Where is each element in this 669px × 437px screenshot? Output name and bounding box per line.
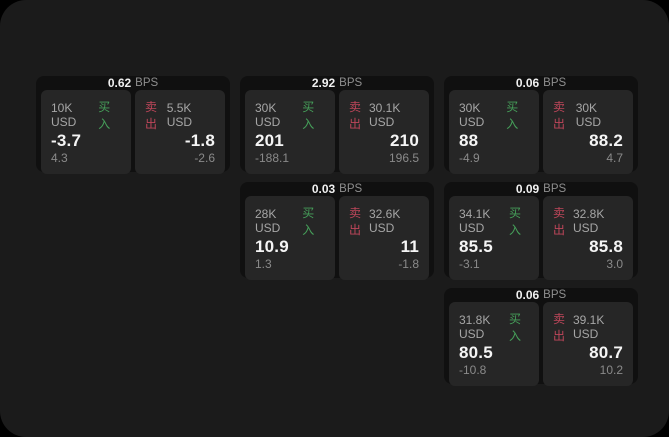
quote-card-body: 34.1K USD 买入 85.5 -3.1 卖出 32.8K USD 85.8… <box>444 196 638 285</box>
sell-tag: 卖出 <box>553 206 566 237</box>
buy-price: 10.9 <box>255 237 289 256</box>
bps-value: 0.06 <box>515 76 540 90</box>
sell-amount: 30K USD <box>575 101 602 129</box>
sell-tag: 卖出 <box>145 100 158 131</box>
quote-card-body: 30K USD 买入 201 -188.1 卖出 30.1K USD 210 1… <box>240 90 434 179</box>
buy-delta: -10.8 <box>459 362 487 377</box>
buy-panel[interactable]: 34.1K USD 买入 85.5 -3.1 <box>449 196 539 280</box>
sell-delta: 10.2 <box>599 362 623 377</box>
bps-header: 0.06 BPS <box>444 76 638 90</box>
sell-amount: 39.1K USD <box>573 313 605 341</box>
sell-tag: 卖出 <box>553 100 566 131</box>
buy-amount: 10K USD <box>51 101 77 129</box>
buy-delta: -3.1 <box>459 256 480 271</box>
bps-value: 0.62 <box>107 76 132 90</box>
quote-card: 0.06 BPS 30K USD 买入 88 -4.9 卖出 30K USD <box>444 76 638 174</box>
sell-delta: 196.5 <box>388 150 419 165</box>
bps-header: 0.06 BPS <box>444 288 638 302</box>
buy-price: 201 <box>255 131 284 150</box>
buy-tag: 买入 <box>509 206 522 237</box>
sell-amount: 32.8K USD <box>573 207 605 235</box>
buy-delta: 1.3 <box>255 256 272 271</box>
buy-amount: 30K USD <box>459 101 485 129</box>
buy-amount: 31.8K USD <box>459 313 491 341</box>
sell-price: -1.8 <box>184 131 215 150</box>
buy-panel[interactable]: 28K USD 买入 10.9 1.3 <box>245 196 335 280</box>
sell-amount: 30.1K USD <box>369 101 401 129</box>
quote-card: 0.09 BPS 34.1K USD 买入 85.5 -3.1 卖出 32.8K… <box>444 182 638 280</box>
sell-delta: 3.0 <box>606 256 623 271</box>
bps-unit: BPS <box>339 77 363 89</box>
sell-price: 210 <box>390 131 419 150</box>
bps-header: 0.09 BPS <box>444 182 638 196</box>
buy-price: 88 <box>459 131 479 150</box>
bps-header: 2.92 BPS <box>240 76 434 90</box>
buy-panel[interactable]: 31.8K USD 买入 80.5 -10.8 <box>449 302 539 386</box>
sell-panel[interactable]: 卖出 32.8K USD 85.8 3.0 <box>543 196 633 280</box>
buy-delta: -188.1 <box>255 150 290 165</box>
sell-amount: 5.5K USD <box>166 101 193 129</box>
bps-value: 2.92 <box>311 76 336 90</box>
quote-card-body: 30K USD 买入 88 -4.9 卖出 30K USD 88.2 4.7 <box>444 90 638 179</box>
bps-value: 0.09 <box>515 182 540 196</box>
sell-amount: 32.6K USD <box>369 207 401 235</box>
sell-tag: 卖出 <box>553 312 566 343</box>
buy-delta: -4.9 <box>459 150 480 165</box>
sell-tag: 卖出 <box>349 206 362 237</box>
buy-price: 80.5 <box>459 343 493 362</box>
quote-card: 2.92 BPS 30K USD 买入 201 -188.1 卖出 30.1K … <box>240 76 434 174</box>
sell-price: 85.8 <box>589 237 623 256</box>
quote-card: 0.62 BPS 10K USD 买入 -3.7 4.3 卖出 5.5K USD <box>36 76 230 174</box>
quote-cards-grid: 0.62 BPS 10K USD 买入 -3.7 4.3 卖出 5.5K USD <box>36 76 638 386</box>
buy-price: -3.7 <box>51 131 82 150</box>
bps-header: 0.62 BPS <box>36 76 230 90</box>
buy-tag: 买入 <box>302 206 315 237</box>
quote-card: 0.03 BPS 28K USD 买入 10.9 1.3 卖出 32.6K US… <box>240 182 434 280</box>
sell-panel[interactable]: 卖出 32.6K USD 11 -1.8 <box>339 196 429 280</box>
buy-panel[interactable]: 30K USD 买入 201 -188.1 <box>245 90 335 174</box>
buy-panel[interactable]: 10K USD 买入 -3.7 4.3 <box>41 90 131 174</box>
bps-unit: BPS <box>543 77 567 89</box>
quote-card: 0.06 BPS 31.8K USD 买入 80.5 -10.8 卖出 39.1… <box>444 288 638 386</box>
sell-price: 11 <box>400 237 419 256</box>
bps-header: 0.03 BPS <box>240 182 434 196</box>
quote-card-body: 10K USD 买入 -3.7 4.3 卖出 5.5K USD -1.8 -2.… <box>36 90 230 179</box>
bps-value: 0.03 <box>311 182 336 196</box>
sell-price: 88.2 <box>589 131 623 150</box>
bps-unit: BPS <box>135 77 159 89</box>
buy-amount: 28K USD <box>255 207 281 235</box>
buy-tag: 买入 <box>509 312 522 343</box>
buy-panel[interactable]: 30K USD 买入 88 -4.9 <box>449 90 539 174</box>
quote-card-body: 28K USD 买入 10.9 1.3 卖出 32.6K USD 11 -1.8 <box>240 196 434 285</box>
sell-panel[interactable]: 卖出 5.5K USD -1.8 -2.6 <box>135 90 225 174</box>
sell-delta: 4.7 <box>606 150 623 165</box>
quote-card-body: 31.8K USD 买入 80.5 -10.8 卖出 39.1K USD 80.… <box>444 302 638 391</box>
buy-tag: 买入 <box>302 100 315 131</box>
bps-unit: BPS <box>543 289 567 301</box>
buy-tag: 买入 <box>98 100 111 131</box>
buy-amount: 34.1K USD <box>459 207 491 235</box>
sell-delta: -2.6 <box>194 150 215 165</box>
sell-panel[interactable]: 卖出 30.1K USD 210 196.5 <box>339 90 429 174</box>
sell-delta: -1.8 <box>398 256 419 271</box>
bps-unit: BPS <box>543 183 567 195</box>
bps-value: 0.06 <box>515 288 540 302</box>
sell-panel[interactable]: 卖出 30K USD 88.2 4.7 <box>543 90 633 174</box>
sell-price: 80.7 <box>589 343 623 362</box>
buy-amount: 30K USD <box>255 101 281 129</box>
buy-tag: 买入 <box>506 100 519 131</box>
bps-unit: BPS <box>339 183 363 195</box>
sell-panel[interactable]: 卖出 39.1K USD 80.7 10.2 <box>543 302 633 386</box>
buy-delta: 4.3 <box>51 150 68 165</box>
buy-price: 85.5 <box>459 237 493 256</box>
sell-tag: 卖出 <box>349 100 362 131</box>
